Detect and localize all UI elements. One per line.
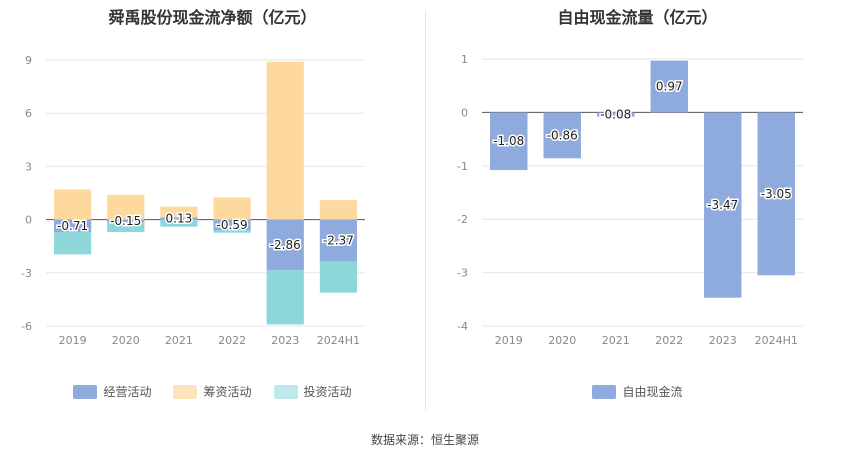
bar-series-1 bbox=[319, 200, 358, 220]
bar-series-2 bbox=[266, 270, 304, 325]
data-label: 0.13 bbox=[166, 211, 193, 225]
data-label: -0.71 bbox=[57, 219, 88, 233]
bar-series-1 bbox=[266, 61, 304, 220]
bar-series-1 bbox=[160, 206, 198, 218]
y-tick-label: 6 bbox=[25, 107, 32, 120]
y-tick-label: -3 bbox=[457, 267, 468, 280]
data-label: 0.97 bbox=[656, 80, 683, 94]
bar-primary bbox=[213, 219, 251, 231]
bar-primary bbox=[597, 112, 635, 117]
x-tick-label: 2022 bbox=[218, 334, 246, 347]
bar-primary bbox=[650, 60, 688, 113]
bar-series-1 bbox=[53, 189, 92, 220]
legend-item-financing[interactable]: 筹资活动 bbox=[173, 383, 252, 400]
x-tick-label: 2023 bbox=[271, 334, 299, 347]
x-tick-label: 2021 bbox=[602, 334, 630, 347]
bar-series-2 bbox=[160, 219, 198, 227]
right-legend: 自由现金流 bbox=[425, 383, 850, 400]
bar-primary bbox=[266, 219, 304, 271]
x-tick-label: 2024H1 bbox=[755, 334, 798, 347]
legend-label-operating: 经营活动 bbox=[103, 385, 152, 399]
data-label: -0.08 bbox=[600, 108, 631, 122]
y-tick-label: -6 bbox=[21, 320, 32, 333]
legend-swatch-operating bbox=[73, 384, 98, 399]
x-tick-label: 2021 bbox=[165, 334, 193, 347]
legend-label-investing: 投资活动 bbox=[303, 385, 352, 399]
data-source-note: 数据来源：恒生聚源 bbox=[370, 433, 479, 447]
bar-primary bbox=[757, 112, 795, 276]
x-tick-label: 2019 bbox=[495, 334, 523, 347]
x-tick-label: 2020 bbox=[112, 334, 140, 347]
bar-series-2 bbox=[53, 232, 92, 255]
bar-series-2 bbox=[319, 261, 358, 293]
data-label: -0.59 bbox=[217, 218, 248, 232]
bar-series-2 bbox=[107, 222, 145, 233]
legend-swatch-free-cash-flow bbox=[592, 384, 617, 399]
bar-primary bbox=[160, 217, 198, 220]
right-chart-svg: 1 0 -1 -2 -3 -4 2019 -1.08 2020 -0.86 2021 -0.08 202… bbox=[457, 53, 803, 347]
data-label: -1.08 bbox=[493, 134, 524, 148]
bar-primary bbox=[107, 219, 145, 223]
data-label: -3.47 bbox=[707, 198, 738, 212]
legend-swatch-investing bbox=[273, 384, 298, 399]
panel-divider bbox=[425, 10, 426, 410]
bar-primary bbox=[490, 112, 528, 171]
x-tick-label: 2024H1 bbox=[317, 334, 360, 347]
y-tick-label: 0 bbox=[461, 106, 468, 119]
left-chart-title: 舜禹股份现金流净额（亿元） bbox=[108, 8, 317, 27]
bar-series-1 bbox=[213, 197, 251, 220]
bar-primary bbox=[53, 219, 92, 233]
left-chart-svg: 9 6 3 0 -3 -6 2019 -0.71 2020 -0.15 2021 0.13 2022 -0… bbox=[21, 54, 365, 347]
x-tick-label: 2019 bbox=[59, 334, 87, 347]
bar-primary bbox=[319, 219, 358, 262]
x-tick-label: 2020 bbox=[548, 334, 576, 347]
left-chart-panel: 舜禹股份现金流净额（亿元） 9 6 3 0 -3 -6 2019 -0.71 2020 -0.15… bbox=[0, 0, 425, 420]
data-label: -2.86 bbox=[270, 238, 301, 252]
legend-item-free-cash-flow[interactable]: 自由现金流 bbox=[592, 383, 683, 400]
legend-label-financing: 筹资活动 bbox=[203, 385, 252, 399]
y-tick-label: -4 bbox=[457, 320, 468, 333]
y-tick-label: 9 bbox=[25, 54, 32, 67]
y-tick-label: 1 bbox=[461, 53, 468, 66]
x-tick-label: 2022 bbox=[655, 334, 683, 347]
bar-series-2 bbox=[213, 230, 251, 233]
y-tick-label: 0 bbox=[25, 214, 32, 227]
data-label: -0.86 bbox=[547, 128, 578, 142]
y-tick-label: -3 bbox=[21, 267, 32, 280]
bar-primary bbox=[543, 112, 581, 159]
x-tick-label: 2023 bbox=[709, 334, 737, 347]
legend-item-investing[interactable]: 投资活动 bbox=[273, 383, 352, 400]
right-chart-panel: 自由现金流量（亿元） 1 0 -1 -2 -3 -4 2019 -1.08 2020 -0.86 2… bbox=[425, 0, 850, 420]
right-chart-title: 自由现金流量（亿元） bbox=[557, 8, 718, 27]
data-label: -0.15 bbox=[110, 214, 141, 228]
y-tick-label: 3 bbox=[25, 160, 32, 173]
left-legend: 经营活动 筹资活动 投资活动 bbox=[0, 383, 425, 400]
legend-label-free-cash-flow: 自由现金流 bbox=[622, 385, 683, 399]
legend-item-operating[interactable]: 经营活动 bbox=[73, 383, 151, 400]
bar-primary bbox=[704, 112, 742, 298]
data-label: -2.37 bbox=[323, 234, 354, 248]
data-label: -3.05 bbox=[761, 187, 792, 201]
y-tick-label: -2 bbox=[457, 213, 468, 226]
bar-series-1 bbox=[107, 194, 145, 220]
y-tick-label: -1 bbox=[457, 160, 468, 173]
legend-swatch-financing bbox=[173, 384, 198, 399]
